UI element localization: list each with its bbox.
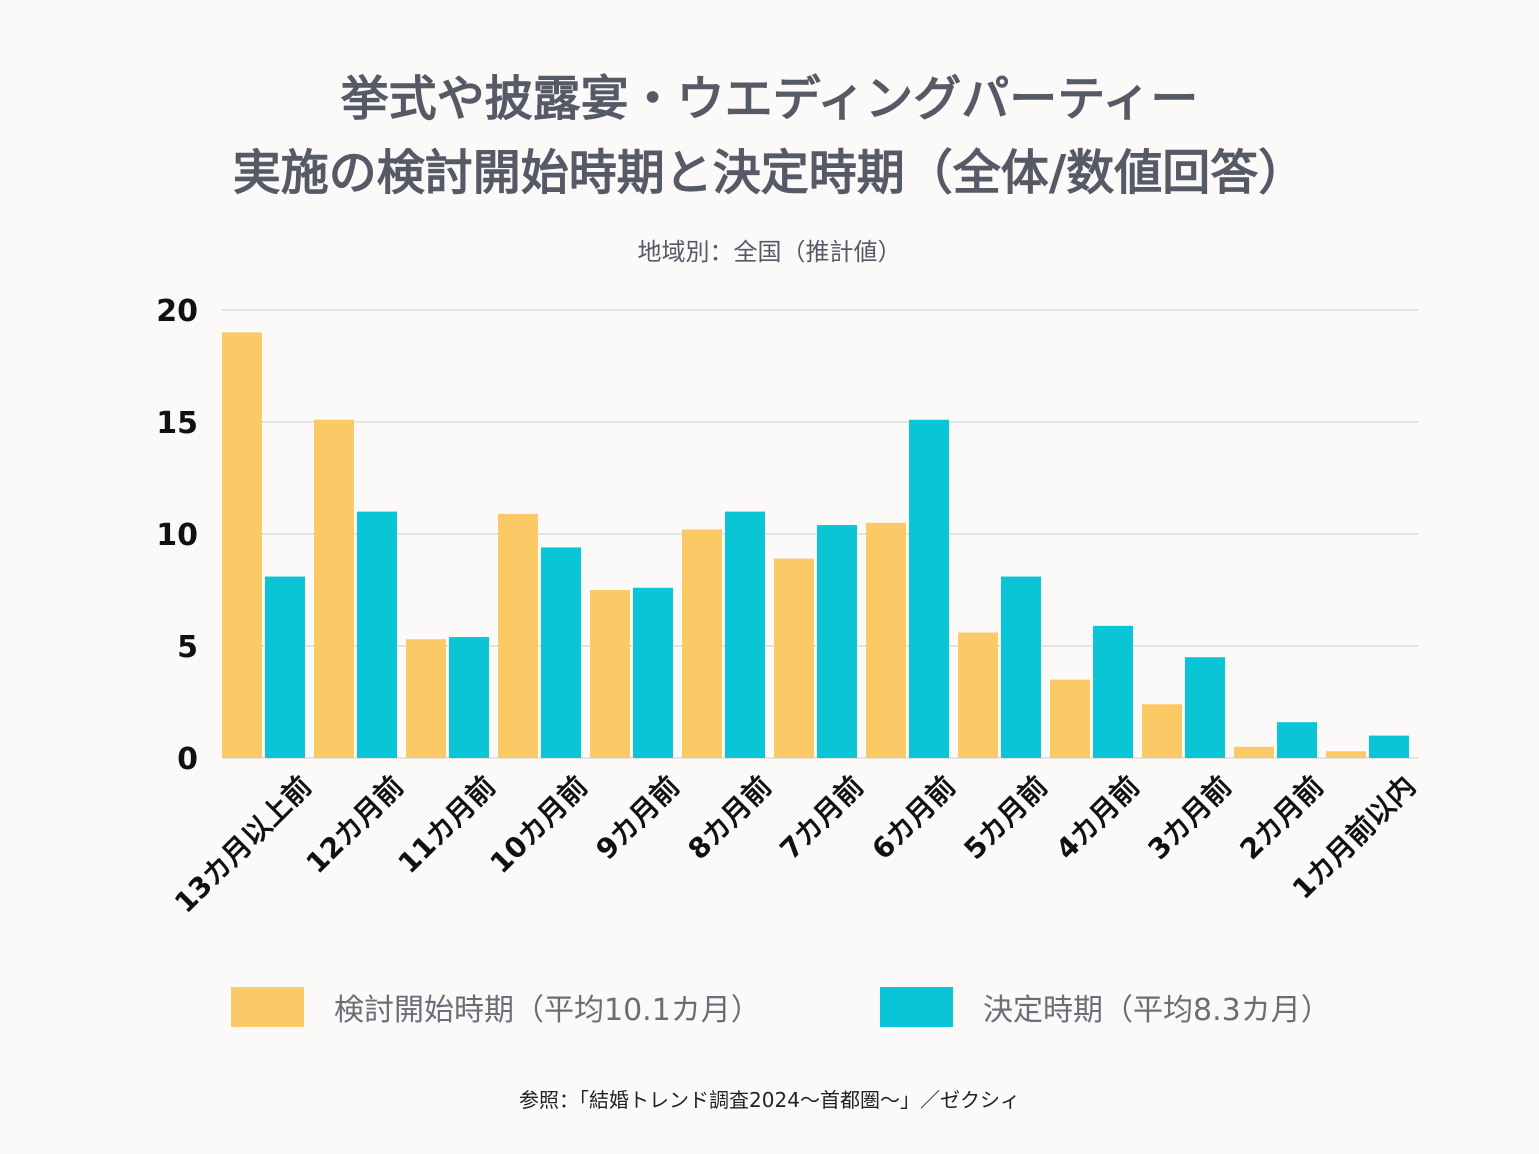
x-tick-label-0: 13カ月以上前 [168, 770, 318, 920]
bar-series-2-5 [725, 511, 765, 758]
x-tick-label-5: 8カ月前 [681, 770, 778, 867]
source-note: 参照：「結婚トレンド調査2024〜首都圏〜」／ゼクシィ [519, 1088, 1020, 1112]
x-tick-label-10: 3カ月前 [1141, 770, 1238, 867]
chart-title-line-1: 挙式や披露宴・ウエディングパーティー [340, 71, 1199, 127]
chart-subtitle: 地域別：全国（推計値） [637, 238, 902, 266]
y-tick-label-15: 15 [156, 406, 198, 441]
x-tick-label-1: 12カ月前 [300, 770, 410, 880]
legend-item-series-2: 決定時期（平均8.3カ月） [880, 985, 1331, 1029]
x-tick-label-3: 10カ月前 [484, 770, 594, 880]
y-tick-label-10: 10 [156, 518, 198, 553]
bar-series-1-2 [406, 639, 446, 758]
bar-series-2-4 [633, 587, 673, 758]
y-tick-label-0: 0 [177, 742, 198, 777]
bar-series-1-3 [498, 513, 538, 758]
bar-series-1-4 [590, 590, 630, 758]
bar-series-1-0 [222, 332, 262, 758]
bar-series-1-8 [958, 632, 998, 758]
bar-series-1-6 [774, 558, 814, 758]
legend-swatch-series-1 [231, 987, 304, 1027]
bar-series-2-0 [265, 576, 305, 758]
bars [222, 332, 1409, 758]
bar-series-1-7 [866, 522, 906, 758]
x-axis-ticks: 13カ月以上前12カ月前11カ月前10カ月前9カ月前8カ月前7カ月前6カ月前5カ… [168, 770, 1422, 920]
x-tick-label-2: 11カ月前 [392, 770, 502, 880]
bar-series-1-1 [314, 419, 354, 758]
y-axis-ticks: 0 5 10 15 20 [156, 294, 198, 777]
bar-series-2-9 [1093, 625, 1133, 758]
legend-swatch-series-2 [880, 987, 953, 1027]
x-tick-label-8: 5カ月前 [957, 770, 1054, 867]
bar-series-1-12 [1326, 751, 1366, 758]
x-tick-label-6: 7カ月前 [773, 770, 870, 867]
bar-series-2-6 [817, 525, 857, 758]
bar-series-2-1 [357, 511, 397, 758]
legend-label-series-2: 決定時期（平均8.3カ月） [983, 993, 1331, 1028]
y-tick-label-20: 20 [156, 294, 198, 329]
bar-series-2-8 [1001, 576, 1041, 758]
bar-series-1-11 [1234, 746, 1274, 758]
bar-series-2-2 [449, 637, 489, 758]
legend-label-series-1: 検討開始時期（平均10.1カ月） [334, 993, 761, 1028]
bar-series-1-10 [1142, 704, 1182, 758]
legend-item-series-1: 検討開始時期（平均10.1カ月） [231, 985, 761, 1029]
x-tick-label-4: 9カ月前 [589, 770, 686, 867]
x-tick-label-9: 4カ月前 [1049, 770, 1146, 867]
bar-series-2-10 [1185, 657, 1225, 758]
chart-title-line-2: 実施の検討開始時期と決定時期（全体/数値回答） [232, 145, 1307, 201]
bar-series-2-7 [909, 419, 949, 758]
bar-series-1-9 [1050, 679, 1090, 758]
bar-series-2-12 [1369, 735, 1409, 758]
y-tick-label-5: 5 [177, 630, 198, 665]
x-tick-label-7: 6カ月前 [865, 770, 962, 867]
bar-series-1-5 [682, 529, 722, 758]
bar-chart: 0 5 10 15 20 13カ月以上前12カ月前11カ月前10カ月前9カ月前8カ月前7… [156, 294, 1422, 920]
bar-series-2-11 [1277, 722, 1317, 758]
chart-title: 挙式や披露宴・ウエディングパーティー 実施の検討開始時期と決定時期（全体/数値回… [0, 62, 1539, 210]
bar-series-2-3 [541, 547, 581, 758]
